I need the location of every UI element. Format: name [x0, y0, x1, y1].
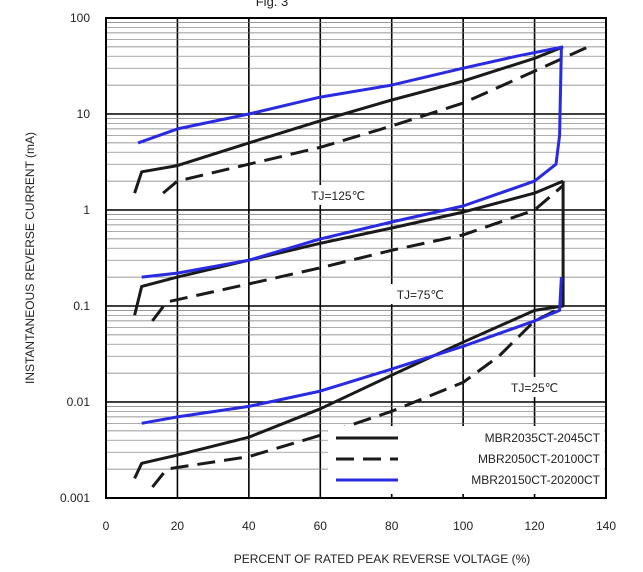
series-line-4	[133, 179, 564, 316]
y-tick-label: 10	[77, 107, 91, 121]
x-tick-label: 140	[596, 519, 616, 533]
y-tick-label: 100	[70, 11, 90, 25]
y-tick-label: 0.01	[67, 395, 91, 409]
series-line-8	[151, 309, 557, 489]
annotation-background	[498, 376, 571, 397]
temperature-label: TJ=125℃	[311, 189, 365, 203]
y-axis-label: INSTANTANEOUS REVERSE CURRENT (mA)	[23, 132, 37, 384]
series-line-9	[141, 277, 563, 425]
x-tick-label: 80	[385, 519, 399, 533]
annotations: TJ=125℃ TJ=75℃ TJ=25℃	[302, 184, 571, 397]
x-tick-label: 60	[314, 519, 328, 533]
annotation-background	[384, 284, 457, 305]
legend-label: MBR20150CT-20200CT	[471, 473, 600, 487]
temperature-label: TJ=25℃	[511, 381, 558, 395]
chart-title-fragment: Fig. 3	[256, 0, 289, 9]
x-axis-label: PERCENT OF RATED PEAK REVERSE VOLTAGE (%…	[234, 552, 531, 566]
series-line-6	[141, 46, 563, 279]
x-tick-label: 120	[525, 519, 545, 533]
plot-frame	[105, 17, 607, 499]
y-tick-label: 1	[83, 203, 90, 217]
temperature-label: TJ=75℃	[397, 288, 444, 302]
series-layer	[133, 45, 589, 489]
x-tick-label: 0	[103, 519, 110, 533]
x-tick-label: 100	[453, 519, 473, 533]
x-tick-label: 40	[242, 519, 256, 533]
series-line-2	[162, 45, 589, 195]
legend-label: MBR2035CT-2045CT	[485, 431, 601, 445]
series-line-7	[133, 181, 565, 480]
legend-label: MBR2050CT-20100CT	[478, 452, 601, 466]
legend: MBR2035CT-2045CT MBR2050CT-20100CT MBR2015…	[328, 426, 604, 494]
series-line-3	[137, 45, 564, 145]
x-tick-labels: 0 20 40 60 80 100 120 140	[103, 519, 617, 533]
series-line-5	[151, 184, 565, 322]
y-tick-labels: 0.001 0.01 0.1 1 10 100	[60, 11, 90, 505]
y-tick-label: 0.001	[60, 491, 90, 505]
x-tick-label: 20	[171, 519, 185, 533]
annotation-background	[302, 184, 375, 205]
series-line-1	[133, 45, 564, 194]
y-tick-label: 0.1	[73, 299, 90, 313]
